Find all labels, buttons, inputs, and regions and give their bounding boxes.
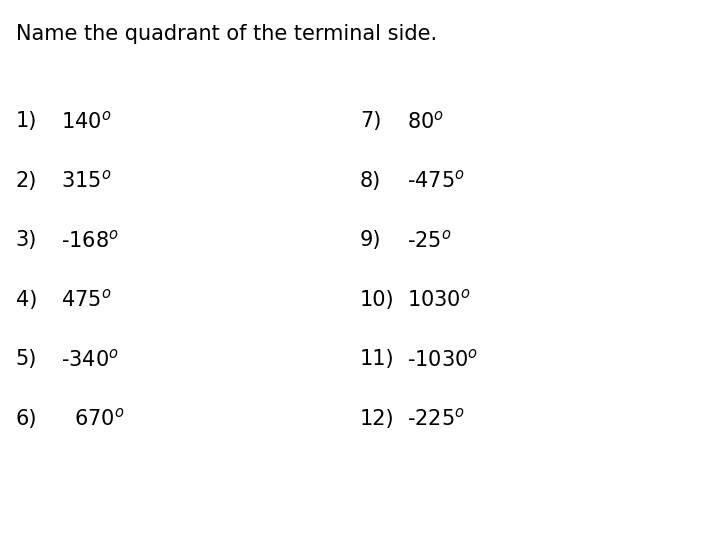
Text: -1030$^{o}$: -1030$^{o}$ [407,348,478,370]
Text: 670$^{o}$: 670$^{o}$ [61,408,125,429]
Text: 475$^{o}$: 475$^{o}$ [61,289,112,310]
Text: -340$^{o}$: -340$^{o}$ [61,348,119,370]
Text: -25$^{o}$: -25$^{o}$ [407,230,451,251]
Text: 6): 6) [16,408,37,429]
Text: 7): 7) [360,111,382,132]
Text: 8): 8) [360,171,382,191]
Text: 9): 9) [360,230,382,251]
Text: 5): 5) [16,349,37,369]
Text: 140$^{o}$: 140$^{o}$ [61,111,112,132]
Text: 4): 4) [16,289,37,310]
Text: 11): 11) [360,349,395,369]
Text: 12): 12) [360,408,395,429]
Text: -168$^{o}$: -168$^{o}$ [61,230,119,251]
Text: Name the quadrant of the terminal side.: Name the quadrant of the terminal side. [16,24,437,44]
Text: 2): 2) [16,171,37,191]
Text: -225$^{o}$: -225$^{o}$ [407,408,464,429]
Text: 1): 1) [16,111,37,132]
Text: 1030$^{o}$: 1030$^{o}$ [407,289,470,310]
Text: 80$^{o}$: 80$^{o}$ [407,111,444,132]
Text: 10): 10) [360,289,395,310]
Text: -475$^{o}$: -475$^{o}$ [407,170,464,192]
Text: 3): 3) [16,230,37,251]
Text: 315$^{o}$: 315$^{o}$ [61,170,112,192]
